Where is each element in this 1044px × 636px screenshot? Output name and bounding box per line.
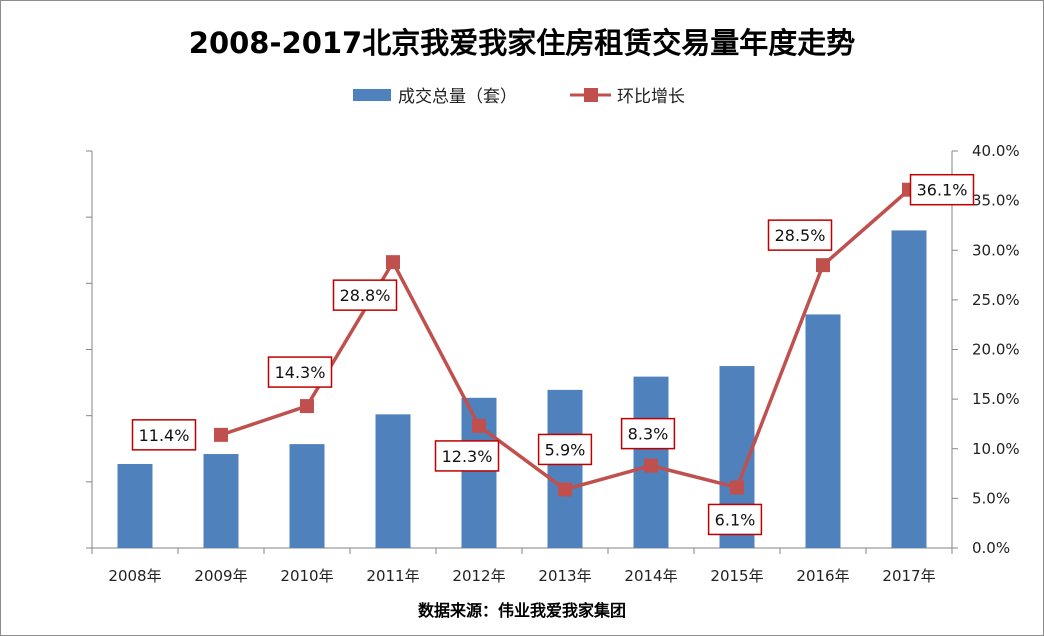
bar [375,414,411,548]
bar-series [117,230,927,548]
data-label-box [267,356,333,388]
bar [805,314,841,548]
legend-line-marker [584,88,598,102]
axes: 0.0% 5.0% 10.0% 15.0% 20.0% 25.0% 30.0% 35.0% 40… [86,142,1020,585]
data-labels: 11.4% 14.3% 28.8% 12.3% 5.9% 8.3% 6.1% 28.5% 36.… [131,173,975,536]
x-axis-tick-label: 2015年 [710,567,763,585]
line-marker [644,458,658,473]
right-axis-tick-label: 10.0% [972,440,1020,458]
right-axis-tick-label: 35.0% [972,192,1020,210]
x-axis-tick-label: 2013年 [538,567,591,585]
data-label-box [909,173,975,206]
x-axis-tick-label: 2012年 [452,567,505,585]
x-axis-tick-label: 2008年 [108,567,161,585]
data-label-box [767,219,833,251]
chart-title: 2008-2017北京我爱我家住房租赁交易量年度走势 [189,26,855,60]
bar [117,463,153,548]
right-axis-tick-label: 5.0% [972,489,1010,507]
line-marker [558,482,572,497]
line-marker [214,427,228,442]
bar [203,454,239,548]
data-label-box [537,433,593,466]
data-label-box [332,279,398,311]
data-label-box [131,419,197,451]
bar [891,230,927,548]
data-label: 5.9% [545,440,586,459]
data-label: 6.1% [715,510,756,529]
x-axis-tick-label: 2010年 [280,567,333,585]
line-marker [472,418,486,433]
right-axis-tick-label: 30.0% [972,241,1020,259]
bar [547,389,583,548]
source-note: 数据来源：伟业我爱我家集团 [418,601,626,620]
data-label: 11.4% [139,426,190,445]
right-axis-tick-label: 15.0% [972,390,1020,408]
legend-bar-label: 成交总量（套） [398,87,517,107]
data-label: 14.3% [275,363,326,382]
legend: 成交总量（套） 环比增长 [353,87,685,107]
line-marker [816,258,830,273]
data-label: 36.1% [917,181,968,200]
line-marker [300,399,314,414]
legend-line-label: 环比增长 [617,87,685,107]
data-label: 28.8% [340,286,391,305]
data-label: 28.5% [775,226,826,245]
x-axis-tick-label: 2017年 [882,567,935,585]
x-axis-tick-label: 2014年 [624,567,677,585]
line-marker [730,480,744,495]
data-label: 8.3% [628,425,669,444]
right-axis-tick-label: 20.0% [972,341,1020,359]
data-label: 12.3% [442,447,493,466]
x-axis-tick-label: 2016年 [796,567,849,585]
data-label-box [620,417,676,450]
right-axis-tick-label: 25.0% [972,291,1020,309]
data-label-box [434,440,500,472]
legend-bar-swatch [353,89,391,101]
right-axis-tick-label: 40.0% [972,142,1020,160]
bar [289,444,325,548]
x-axis-tick-label: 2009年 [194,567,247,585]
data-label-box [707,503,763,536]
line-marker [386,255,400,270]
right-axis-tick-label: 0.0% [972,539,1010,557]
x-axis-tick-label: 2011年 [366,567,419,585]
